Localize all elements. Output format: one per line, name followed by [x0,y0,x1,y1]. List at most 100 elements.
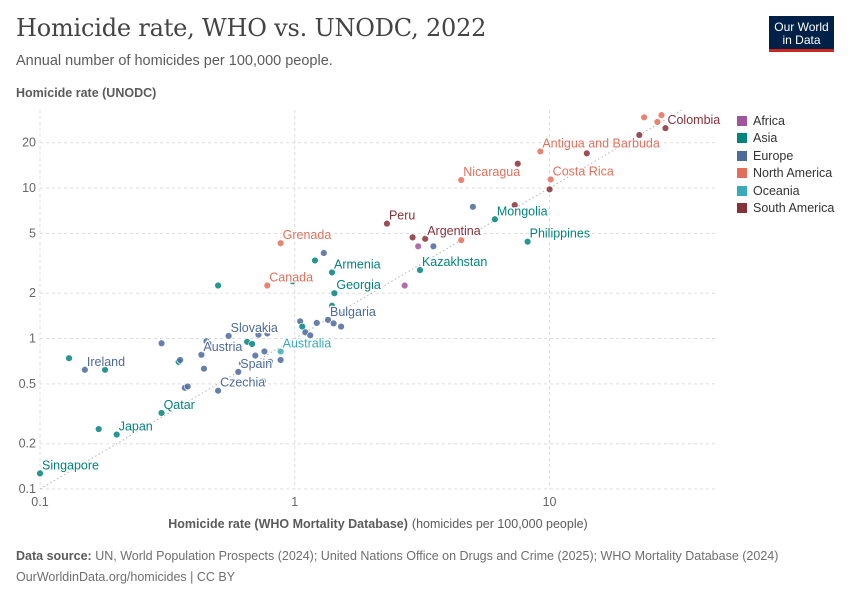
data-point[interactable] [157,409,166,417]
y-tick-label: 0.1 [19,482,36,496]
data-point[interactable] [313,319,321,327]
data-point[interactable] [311,256,319,265]
data-point[interactable] [176,356,184,364]
x-tick-label: 0.1 [31,495,48,509]
point-label: Czechia [220,376,265,390]
data-point[interactable] [491,215,499,223]
data-point[interactable] [416,266,424,274]
data-point[interactable] [95,425,103,433]
data-point[interactable] [523,237,532,246]
y-tick-label: 2 [29,286,36,300]
point-label: Mongolia [497,204,548,218]
data-point[interactable] [457,176,465,184]
data-point[interactable] [184,382,192,391]
point-label: Peru [389,209,415,223]
data-point[interactable] [248,340,256,348]
legend-item[interactable]: Asia [737,130,834,148]
legend-swatch [737,133,747,144]
data-point[interactable] [536,147,545,156]
x-tick-label: 1 [291,495,298,509]
legend-label: Africa [753,113,785,128]
data-point[interactable] [421,235,429,243]
data-point[interactable] [205,340,213,348]
legend-item[interactable]: North America [737,165,834,183]
data-point[interactable] [276,356,285,364]
data-point[interactable] [101,366,109,374]
data-point[interactable] [224,332,233,340]
legend-item[interactable]: Africa [737,112,834,130]
data-point[interactable] [324,316,332,324]
data-point[interactable] [469,203,477,211]
data-point[interactable] [661,124,670,132]
data-point[interactable] [320,249,328,257]
point-label: Philippines [530,227,590,241]
data-point[interactable] [583,149,591,158]
point-label: Argentina [427,224,481,238]
data-point[interactable] [251,351,260,360]
point-label: Japan [119,420,153,434]
data-point[interactable] [263,281,271,290]
legend-item[interactable]: Oceania [737,182,834,200]
owid-logo[interactable]: Our World in Data [769,16,834,52]
grid-layer [39,110,716,490]
data-point[interactable] [546,175,555,184]
data-point[interactable] [657,111,666,119]
legend-item[interactable]: Europe [737,147,834,165]
point-label: Colombia [667,113,720,127]
data-point[interactable] [36,469,44,478]
y-tick-label: 1 [29,332,36,346]
legend-label: Asia [753,131,778,146]
data-point[interactable] [298,322,306,331]
data-point[interactable] [197,351,206,359]
data-point[interactable] [328,302,336,310]
data-point[interactable] [640,113,648,122]
data-point[interactable] [329,319,338,328]
data-point[interactable] [330,289,339,297]
data-point[interactable] [238,360,246,368]
x-axis-label-unit: (homicides per 100,000 people) [412,517,588,531]
data-point[interactable] [214,281,222,290]
data-point[interactable] [635,131,644,139]
legend-item[interactable]: South America [737,200,834,218]
data-point[interactable] [400,281,409,290]
data-point[interactable] [276,347,285,356]
data-point[interactable] [81,366,89,374]
data-point[interactable] [214,387,222,395]
legend-swatch [737,203,747,214]
data-point[interactable] [328,268,336,277]
data-point[interactable] [288,277,297,285]
data-point[interactable] [383,219,391,228]
footer-credit[interactable]: OurWorldinData.org/homicides | CC BY [16,570,236,584]
legend-swatch [737,185,747,196]
data-point[interactable] [429,242,438,250]
data-point[interactable] [259,377,267,385]
point-label: Bulgaria [330,305,376,319]
data-point[interactable] [234,368,242,376]
point-label: Kazakhstan [422,255,487,269]
data-point[interactable] [514,160,522,168]
data-point[interactable] [254,331,263,339]
data-point[interactable] [306,331,314,340]
data-point[interactable] [337,322,345,331]
data-point[interactable] [511,201,519,209]
data-point[interactable] [339,310,347,318]
source-label: Data source: [16,549,92,563]
data-point[interactable] [408,233,417,242]
data-point[interactable] [263,329,271,338]
data-point[interactable] [545,185,554,194]
point-label: Costa Rica [553,164,614,178]
data-point[interactable] [266,358,274,366]
data-point[interactable] [414,242,422,250]
point-label: Spain [240,357,272,371]
data-point[interactable] [653,118,662,126]
data-point[interactable] [457,236,465,244]
data-point[interactable] [200,365,208,373]
data-point[interactable] [65,354,73,362]
point-label: Qatar [164,398,195,412]
chart-title: Homicide rate, WHO vs. UNODC, 2022 [16,14,487,42]
data-point[interactable] [276,239,285,247]
data-point[interactable] [260,347,269,356]
data-point[interactable] [112,430,121,439]
data-point[interactable] [157,339,166,347]
